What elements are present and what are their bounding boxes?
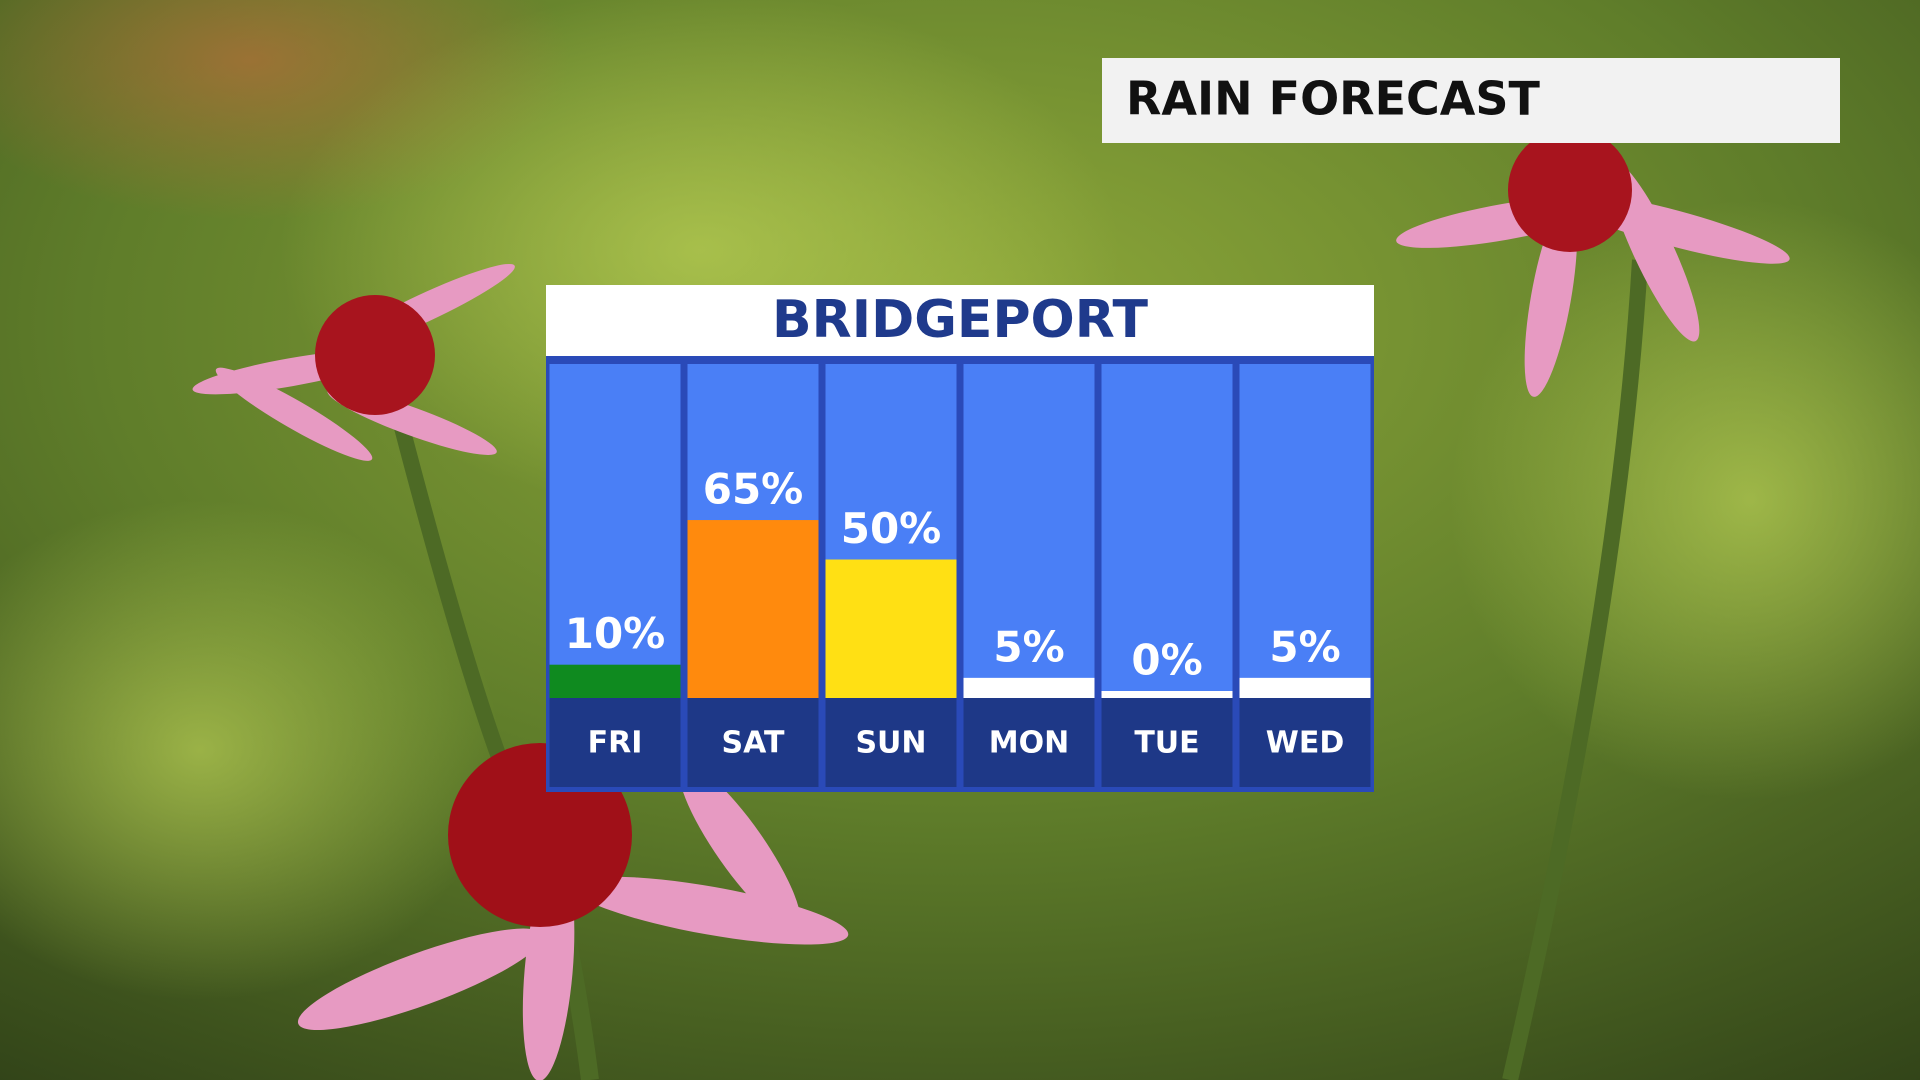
title-box	[1102, 58, 1840, 143]
x-tick-label: FRI	[588, 726, 643, 761]
day-band	[825, 698, 957, 787]
chart-panel: BRIDGEPORT	[546, 285, 1374, 792]
column-background	[1239, 364, 1371, 698]
column-background	[963, 364, 1095, 698]
day-band	[549, 698, 681, 787]
x-tick-label: SUN	[855, 726, 926, 761]
flower	[192, 263, 515, 763]
day-band	[1239, 698, 1371, 787]
column-background	[1101, 364, 1233, 698]
bar	[1101, 691, 1233, 698]
bar	[825, 559, 957, 698]
chart-title: RAIN FORECAST	[1126, 72, 1541, 126]
x-tick-label: TUE	[1134, 726, 1199, 761]
background-blur	[0, 500, 500, 1000]
panel-frame	[546, 356, 1374, 792]
day-band	[963, 698, 1095, 787]
x-tick-label: MON	[989, 726, 1069, 761]
value-label: 50%	[841, 504, 942, 553]
x-tick-label: SAT	[722, 726, 785, 761]
background-blur	[1450, 200, 1920, 800]
x-tick-label: WED	[1266, 726, 1345, 761]
value-label: 10%	[565, 609, 666, 658]
bar	[963, 677, 1095, 698]
bar	[1239, 677, 1371, 698]
value-label: 0%	[1131, 636, 1202, 685]
chart-subtitle: BRIDGEPORT	[772, 290, 1148, 350]
subtitle-box	[546, 285, 1374, 358]
value-label: 5%	[1269, 622, 1340, 671]
bar	[549, 664, 681, 698]
day-band	[1101, 698, 1233, 787]
day-band	[687, 698, 819, 787]
flower	[1396, 128, 1790, 1080]
bar	[687, 520, 819, 698]
value-label: 5%	[993, 622, 1064, 671]
column-background	[549, 364, 681, 698]
value-label: 65%	[703, 465, 804, 514]
